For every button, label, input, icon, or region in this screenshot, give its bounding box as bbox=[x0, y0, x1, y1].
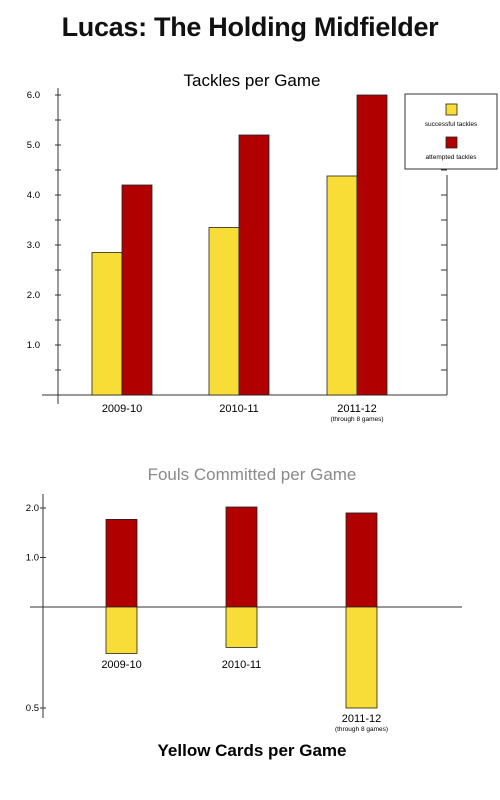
fouls-chart-title: Fouls Committed per Game bbox=[148, 465, 357, 484]
tackles-category-note: (through 8 games) bbox=[330, 416, 383, 423]
fouls-category-labels: 2009-10 2010-11 2011-12(through 8 games) bbox=[101, 659, 388, 733]
fouls-bars bbox=[105, 506, 378, 709]
tackles-category-labels: 2009-10 2010-11 2011-12(through 8 games) bbox=[102, 403, 384, 423]
bar-attempted-2009-10 bbox=[121, 184, 153, 396]
fouls-y-tick-label: 1.0 bbox=[26, 553, 39, 564]
tackles-y-tick-label: 6.0 bbox=[27, 90, 40, 101]
tackles-category-label: 2010-11 bbox=[219, 403, 259, 415]
tackles-y-tick-label: 1.0 bbox=[27, 340, 40, 351]
legend-label-successful: successful tackles bbox=[425, 121, 478, 128]
fouls-category-label: 2011-12 bbox=[342, 713, 382, 725]
fouls-y-tick-label: 2.0 bbox=[26, 503, 39, 514]
tackles-y-tick-label: 5.0 bbox=[27, 140, 40, 151]
bar-attempted-2011-12 bbox=[356, 94, 388, 396]
legend-label-attempted: attempted tackles bbox=[426, 154, 478, 161]
bar-yellow-cards-2009-10 bbox=[105, 606, 138, 654]
bar-successful-2010-11 bbox=[208, 227, 240, 396]
fouls-chart: Fouls Committed per Game 1.0 2.0 0.5 2009-… bbox=[26, 465, 462, 760]
fouls-category-label: 2009-10 bbox=[101, 659, 141, 671]
bar-attempted-2010-11 bbox=[238, 134, 270, 396]
bar-fouls-2010-11 bbox=[225, 506, 258, 608]
main-title: Lucas: The Holding Midfielder bbox=[61, 12, 439, 42]
tackles-chart-title: Tackles per Game bbox=[184, 71, 321, 90]
tackles-chart: Tackles per Game 1.0 2.0 3.0 4.0 5.0 6.0 2009… bbox=[27, 71, 498, 423]
bar-successful-2009-10 bbox=[91, 252, 123, 396]
bar-successful-2011-12 bbox=[326, 175, 358, 396]
fouls-category-note: (through 8 games) bbox=[335, 726, 388, 733]
bar-yellow-cards-2011-12 bbox=[345, 606, 378, 709]
tackles-category-label: 2009-10 bbox=[102, 403, 142, 415]
bar-fouls-2011-12 bbox=[345, 512, 378, 608]
tackles-legend: successful tackles attempted tackles bbox=[404, 93, 498, 170]
tackles-y-tick-label: 4.0 bbox=[27, 190, 40, 201]
bar-yellow-cards-2010-11 bbox=[225, 606, 258, 648]
legend-swatch-attempted bbox=[445, 136, 458, 149]
legend-swatch-successful bbox=[445, 103, 458, 116]
yellow-cards-title: Yellow Cards per Game bbox=[158, 741, 347, 760]
yellow-y-tick-label: 0.5 bbox=[26, 703, 39, 714]
fouls-category-label: 2010-11 bbox=[222, 659, 262, 671]
bar-fouls-2009-10 bbox=[105, 518, 138, 608]
tackles-bars bbox=[91, 94, 388, 396]
tackles-y-tick-label: 2.0 bbox=[27, 290, 40, 301]
tackles-category-label: 2011-12 bbox=[337, 403, 377, 415]
tackles-y-tick-label: 3.0 bbox=[27, 240, 40, 251]
